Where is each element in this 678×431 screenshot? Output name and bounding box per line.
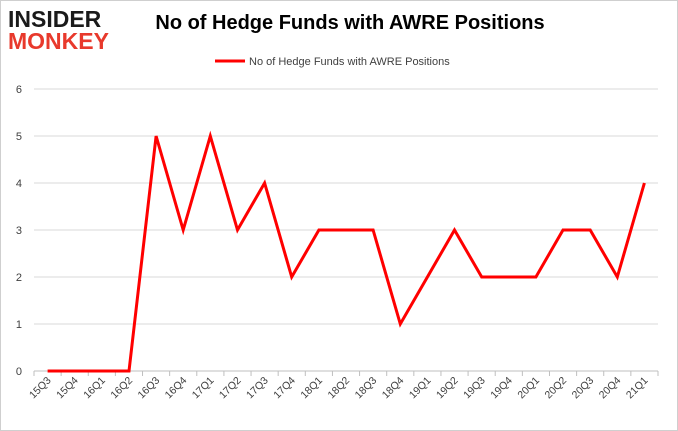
x-tick-label: 20Q2 <box>543 375 570 402</box>
logo-line-2: MONKEY <box>8 28 109 54</box>
y-tick-label: 5 <box>16 131 22 143</box>
y-tick-label: 1 <box>16 319 22 331</box>
legend-label: No of Hedge Funds with AWRE Positions <box>249 56 450 68</box>
chart-title: No of Hedge Funds with AWRE Positions <box>155 12 545 34</box>
x-tick-label: 20Q3 <box>570 375 597 402</box>
x-tick-label: 17Q3 <box>244 375 271 402</box>
x-tick-label: 17Q1 <box>190 375 217 402</box>
x-tick-label: 20Q4 <box>597 375 624 402</box>
insider-monkey-logo: INSIDER MONKEY <box>8 8 126 56</box>
series-line <box>47 130 646 373</box>
x-tick-label: 19Q2 <box>434 375 461 402</box>
y-tick-label: 0 <box>16 366 22 378</box>
x-tick-label: 20Q1 <box>515 375 542 402</box>
x-tick-label: 18Q3 <box>353 375 380 402</box>
x-tick-label: 18Q2 <box>325 375 352 402</box>
y-tick-label: 6 <box>16 84 22 96</box>
x-tick-label: 19Q3 <box>461 375 488 402</box>
x-tick-label: 17Q4 <box>271 375 298 402</box>
x-tick-label: 18Q1 <box>298 375 325 402</box>
x-tick-label: 16Q1 <box>81 375 108 402</box>
x-tick-label: 16Q2 <box>108 375 135 402</box>
x-tick-label: 19Q1 <box>407 375 434 402</box>
y-tick-label: 3 <box>16 225 22 237</box>
x-tick-label: 21Q1 <box>624 375 651 402</box>
y-tick-label: 4 <box>16 178 22 190</box>
x-tick-label: 17Q2 <box>217 375 244 402</box>
x-tick-label: 15Q3 <box>27 375 54 402</box>
x-tick-label: 16Q4 <box>163 375 190 402</box>
logo-line-1: INSIDER <box>8 6 102 32</box>
x-tick-label: 18Q4 <box>380 375 407 402</box>
x-tick-label: 15Q4 <box>54 375 81 402</box>
y-tick-label: 2 <box>16 272 22 284</box>
x-tick-label: 19Q4 <box>488 375 515 402</box>
x-tick-label: 16Q3 <box>136 375 163 402</box>
